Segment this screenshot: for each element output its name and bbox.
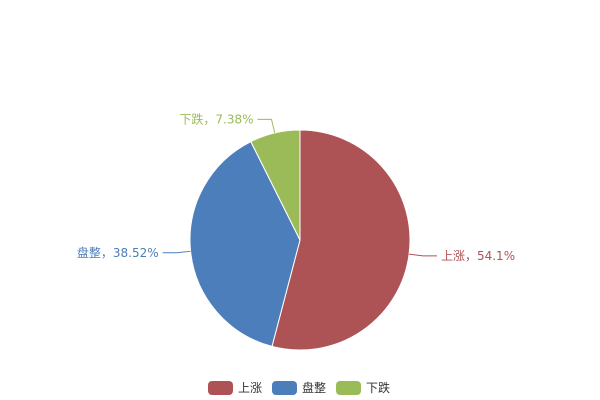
data-label-down: 下跌，7.38% [179,111,253,126]
legend-label-down: 下跌 [366,381,391,395]
label-line-down [257,118,276,134]
data-label-up: 上涨，54.1% [441,248,515,263]
data-label-flat: 盘整，38.52% [77,245,159,260]
legend-item-flat[interactable]: 盘整 [272,379,326,396]
legend-label-flat: 盘整 [302,381,327,395]
legend-item-up[interactable]: 上涨 [208,379,262,396]
pie-slice-flat[interactable] [189,140,301,347]
legend-swatch-down [336,380,362,395]
pie-slice-up[interactable] [271,129,411,351]
legend-swatch-up [208,380,233,395]
legend: 上涨 盘整 下跌 [208,379,390,396]
pie-slice-down[interactable] [250,129,301,241]
legend-label-up: 上涨 [238,381,263,395]
label-line-flat [162,250,191,254]
label-line-up [409,253,437,257]
legend-swatch-flat [272,380,298,395]
legend-item-down[interactable]: 下跌 [336,379,390,396]
